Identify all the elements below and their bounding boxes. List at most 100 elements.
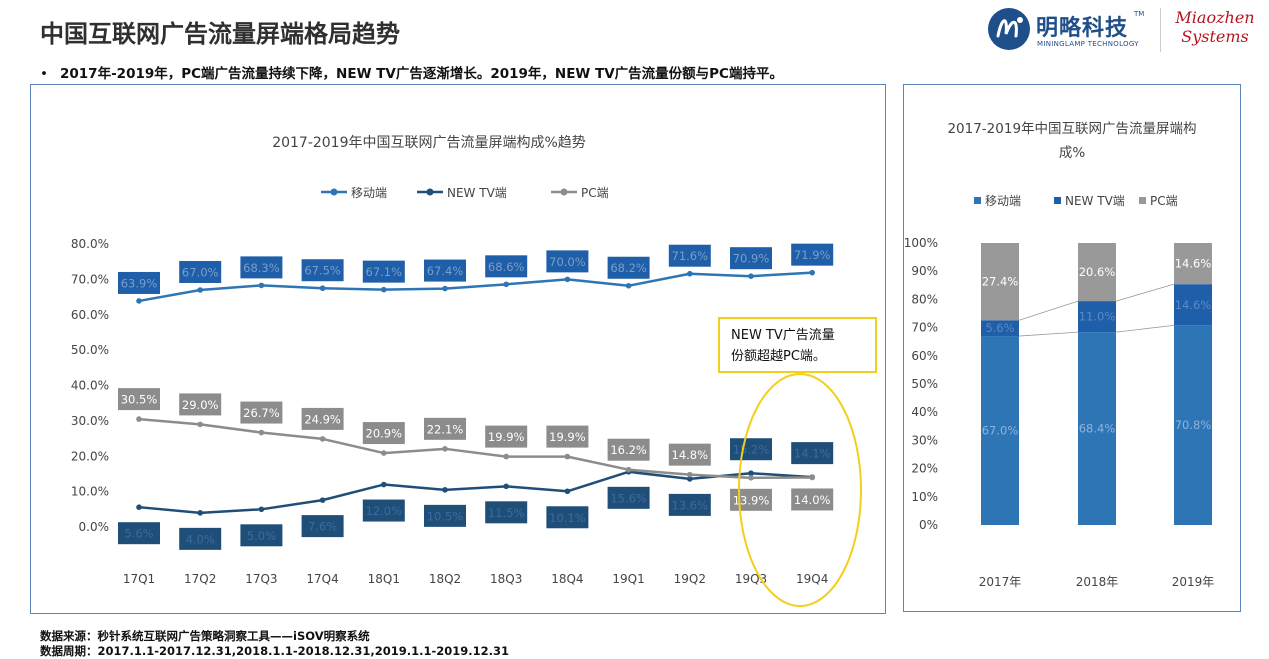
data-label-text: 68.6%: [488, 260, 525, 274]
legend-marker: [560, 188, 568, 196]
data-point: [381, 450, 387, 456]
bar-segment: [1174, 243, 1212, 285]
y-tick-label: 50.0%: [71, 343, 109, 357]
bar-segment: [1078, 332, 1116, 525]
data-label: 70.9%: [730, 247, 772, 270]
data-label-text: 26.7%: [243, 406, 280, 420]
data-label: 20.9%: [362, 422, 405, 445]
data-label-box: [424, 259, 466, 282]
data-label: 22.1%: [424, 417, 466, 440]
data-label-text: 68.3%: [243, 261, 280, 275]
data-label: 5.6%: [118, 522, 160, 545]
data-label: 26.7%: [240, 401, 283, 424]
data-label: 29.0%: [179, 393, 222, 416]
data-point: [258, 429, 265, 436]
y-tick-label: 50%: [911, 377, 938, 391]
series-line: [138, 470, 813, 515]
data-label-text: 63.9%: [121, 276, 158, 290]
data-source-note: 数据来源：秒针系统互联网广告策略洞察工具——iSOV明察系统: [40, 629, 370, 643]
y-tick-label: 40%: [911, 405, 938, 419]
data-label-text: 20.9%: [366, 427, 403, 441]
data-label-box: [179, 393, 222, 416]
data-label: 11.5%: [485, 501, 528, 524]
data-point: [687, 476, 693, 482]
data-label: 19.9%: [546, 425, 589, 448]
data-label: 13.6%: [668, 493, 711, 516]
data-label-box: [546, 425, 589, 448]
data-label-box: [791, 442, 834, 465]
bar-label: 67.0%: [982, 424, 1019, 438]
chart-title: 2017-2019年中国互联网广告流量屏端构成%趋势: [272, 135, 586, 151]
bar-segment: [981, 336, 1019, 525]
data-point: [564, 488, 571, 495]
annotation-text-line1: NEW TV广告流量: [731, 328, 835, 343]
y-tick-label: 10%: [911, 490, 938, 504]
data-label-text: 12.0%: [366, 504, 403, 518]
data-label-text: 15.2%: [733, 443, 770, 457]
data-point: [687, 270, 693, 277]
data-label-box: [301, 259, 344, 282]
series-connector: [1115, 283, 1175, 302]
data-label-box: [668, 244, 711, 267]
y-tick-label: 20%: [911, 462, 938, 476]
data-label-box: [485, 425, 528, 448]
data-label: 13.9%: [730, 488, 772, 511]
data-point: [748, 273, 754, 279]
miaozhen-logo-line1: Miaozhen: [1175, 8, 1255, 27]
data-label-text: 19.9%: [488, 430, 525, 444]
data-point: [442, 487, 448, 493]
data-label: 71.9%: [791, 243, 834, 266]
data-label-text: 13.9%: [733, 493, 770, 507]
mininglamp-logo-subtitle: MININGLAMP TECHNOLOGY: [1037, 40, 1139, 48]
data-label-box: [668, 443, 711, 466]
data-label-box: [118, 388, 160, 411]
data-label-box: [607, 486, 650, 509]
y-tick-label: 70.0%: [71, 272, 109, 286]
data-label-box: [362, 260, 405, 283]
data-label-text: 71.6%: [672, 249, 709, 263]
legend-entry: NEW TV端: [417, 186, 507, 200]
data-label-text: 14.0%: [794, 493, 831, 507]
series-connector: [1115, 324, 1175, 333]
mininglamp-logo-icon: [988, 8, 1030, 50]
y-tick-label: 30%: [911, 433, 938, 447]
data-label: 14.0%: [791, 488, 834, 511]
stack-chart-panel: 2017-2019年中国互联网广告流量屏端构 成% 移动端 NEW TV端 PC端 0% 1…: [903, 84, 1241, 612]
data-label-text: 10.5%: [427, 509, 464, 523]
bar-label: 5.6%: [985, 321, 1014, 335]
data-point: [136, 298, 142, 304]
data-label-text: 30.5%: [121, 393, 158, 407]
data-label-box: [668, 493, 711, 516]
data-point: [625, 282, 632, 289]
data-label: 10.1%: [546, 506, 589, 529]
data-point: [564, 453, 571, 460]
series-connector: [1018, 331, 1079, 337]
bar-label: 68.4%: [1079, 422, 1116, 436]
y-tick-label: 30.0%: [71, 414, 109, 428]
data-label-text: 24.9%: [304, 412, 341, 426]
x-tick-label: 19Q2: [674, 572, 706, 586]
data-point: [319, 497, 326, 503]
data-point: [197, 510, 203, 516]
y-tick-label: 60%: [911, 349, 938, 363]
data-label-text: 67.0%: [182, 265, 219, 279]
series-line: [138, 271, 813, 303]
data-label-text: 29.0%: [182, 398, 219, 412]
data-point: [258, 506, 265, 513]
data-label: 30.5%: [118, 388, 160, 411]
y-tick-label: 80%: [911, 292, 938, 306]
bar-label: 27.4%: [982, 275, 1019, 289]
x-tick-label: 18Q2: [429, 572, 461, 586]
data-point: [197, 287, 203, 293]
data-point: [442, 446, 448, 452]
data-label-box: [240, 524, 283, 547]
data-point: [625, 466, 632, 473]
series-line: [138, 417, 813, 480]
bar-label: 11.0%: [1079, 310, 1116, 324]
data-label-text: 68.2%: [610, 261, 647, 275]
x-tick-label: 18Q1: [368, 572, 400, 586]
data-point: [136, 504, 142, 510]
data-label: 14.1%: [791, 442, 834, 465]
data-point: [381, 286, 387, 293]
page-title: 中国互联网广告流量屏端格局趋势: [40, 20, 400, 48]
